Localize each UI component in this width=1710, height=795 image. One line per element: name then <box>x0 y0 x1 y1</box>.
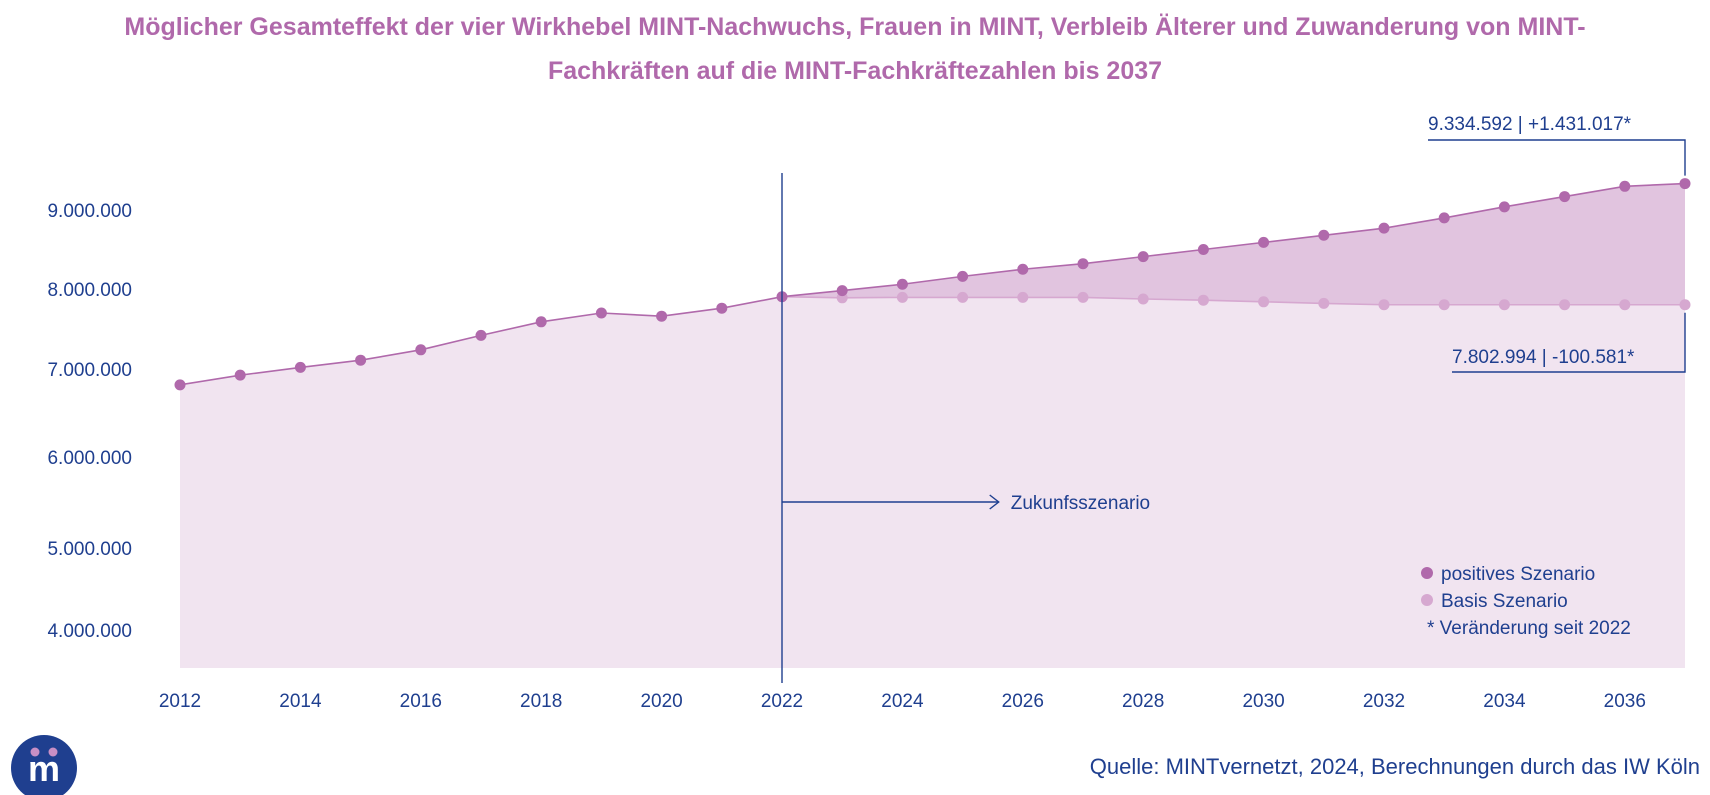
positive-point <box>595 307 607 319</box>
area-layer <box>180 183 1685 668</box>
basis-end-annotation: 7.802.994 | -100.581* <box>1452 347 1635 368</box>
basis-point <box>1619 299 1631 311</box>
basis-point <box>1077 291 1089 303</box>
positive-point <box>896 278 908 290</box>
base-area <box>180 183 1685 668</box>
x-tick-label: 2026 <box>1002 691 1044 712</box>
legend-marker-positive <box>1421 567 1433 579</box>
y-tick-label: 4.000.000 <box>47 621 132 642</box>
basis-point <box>1438 299 1450 311</box>
y-tick-label: 8.000.000 <box>47 280 132 301</box>
x-axis-ticks: 2012 2014 2016 2018 2020 2022 2024 2026 2028 2030… <box>159 691 1646 712</box>
x-tick-label: 2024 <box>881 691 924 712</box>
positive-point <box>234 369 246 381</box>
positive-end-annotation: 9.334.592 | +1.431.017* <box>1428 114 1632 135</box>
basis-point <box>1258 296 1270 308</box>
x-tick-label: 2028 <box>1122 691 1164 712</box>
legend-marker-basis <box>1421 594 1433 606</box>
positive-point <box>535 316 547 328</box>
basis-point <box>1197 294 1209 306</box>
positive-point <box>355 354 367 366</box>
scenario-arrow-head <box>989 494 1000 510</box>
x-tick-label: 2016 <box>400 691 442 712</box>
basis-point <box>1137 293 1149 305</box>
scenario-gap-area <box>782 183 1685 305</box>
mintvernetzt-logo-icon: m <box>11 735 77 795</box>
scenario-label: Zukunfsszenario <box>1011 493 1150 514</box>
positive-point <box>415 344 427 356</box>
positive-point <box>174 379 186 391</box>
positive-point <box>294 361 306 373</box>
series-points <box>174 178 1691 391</box>
series-lines <box>179 182 1686 386</box>
x-tick-label: 2018 <box>520 691 562 712</box>
basis-point <box>1559 299 1571 311</box>
x-tick-label: 2036 <box>1604 691 1646 712</box>
y-axis-ticks: 9.000.000 8.000.000 7.000.000 6.000.000 5.00… <box>47 201 132 642</box>
y-tick-label: 7.000.000 <box>47 360 132 381</box>
positive-point <box>957 270 969 282</box>
basis-end-callout-line <box>1452 312 1686 373</box>
positive-point <box>1679 178 1691 190</box>
basis-point <box>1378 299 1390 311</box>
legend: positives Szenario Basis Szenario * Verä… <box>1421 564 1631 639</box>
x-tick-label: 2034 <box>1483 691 1526 712</box>
x-tick-label: 2014 <box>279 691 322 712</box>
positive-point <box>1017 263 1029 275</box>
positive-scenario-line <box>179 182 1686 386</box>
positive-point <box>716 302 728 314</box>
positive-point <box>1498 201 1510 213</box>
positive-point <box>1318 229 1330 241</box>
positive-point <box>656 310 668 322</box>
positive-point <box>1077 258 1089 270</box>
positive-point <box>1197 244 1209 255</box>
positive-point <box>1258 236 1270 248</box>
legend-label-positive: positives Szenario <box>1441 564 1595 585</box>
y-tick-label: 9.000.000 <box>47 201 132 222</box>
legend-label-basis: Basis Szenario <box>1441 591 1568 612</box>
basis-point <box>896 291 908 303</box>
positive-point <box>1378 222 1390 234</box>
positive-point <box>836 285 848 297</box>
positive-point <box>1619 180 1631 192</box>
basis-point <box>957 291 969 303</box>
x-tick-label: 2022 <box>761 691 803 712</box>
chart-title-line-1: Möglicher Gesamteffekt der vier Wirkhebe… <box>124 13 1585 41</box>
y-tick-label: 6.000.000 <box>47 448 132 469</box>
positive-point <box>1438 212 1450 224</box>
basis-point <box>1679 299 1691 311</box>
basis-scenario-line <box>781 295 1686 306</box>
source-note: Quelle: MINTvernetzt, 2024, Berechnungen… <box>1090 754 1700 779</box>
basis-point <box>1498 299 1510 311</box>
basis-point <box>1318 297 1330 309</box>
basis-point <box>1017 291 1029 303</box>
positive-point <box>1137 251 1149 263</box>
x-tick-label: 2030 <box>1242 691 1284 712</box>
chart-title-line-2: Fachkräften auf die MINT-Fachkräftezahle… <box>548 57 1162 85</box>
x-tick-label: 2012 <box>159 691 201 712</box>
positive-end-callout-line <box>1428 139 1686 176</box>
positive-point <box>475 329 487 341</box>
y-tick-label: 5.000.000 <box>47 539 132 560</box>
x-tick-label: 2020 <box>640 691 682 712</box>
legend-footnote: * Veränderung seit 2022 <box>1427 618 1631 639</box>
positive-point <box>1559 191 1571 203</box>
x-tick-label: 2032 <box>1363 691 1405 712</box>
